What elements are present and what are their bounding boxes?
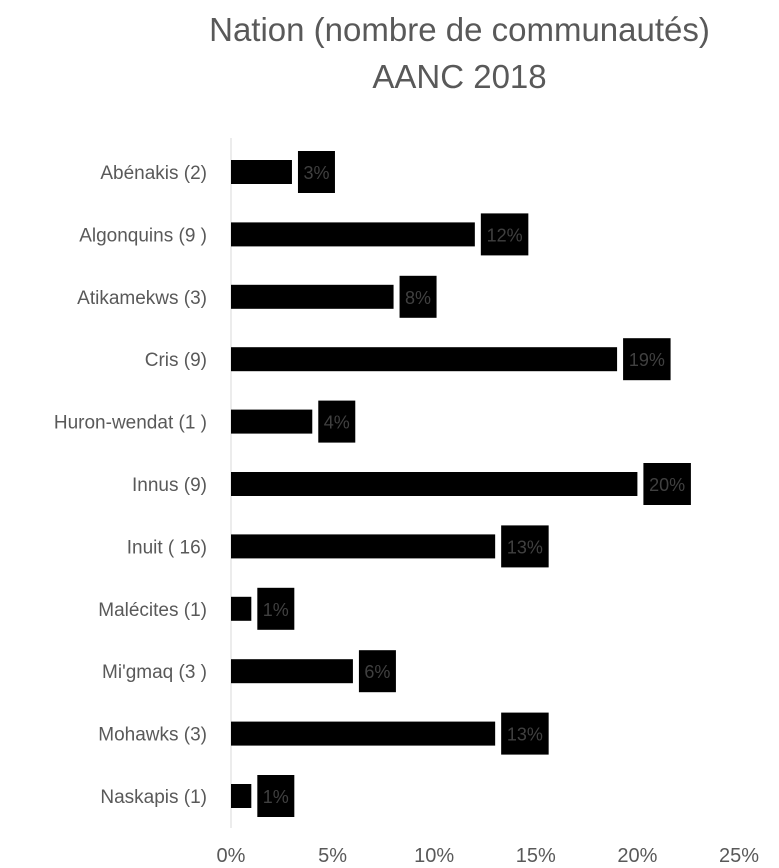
data-label: 1% (263, 787, 289, 807)
bar (231, 160, 292, 184)
bar (231, 222, 475, 247)
chart-title-line-1: Nation (nombre de communautés) (209, 11, 710, 48)
x-tick-label: 5% (318, 845, 347, 867)
data-label-box (501, 525, 549, 568)
data-label-box (297, 151, 335, 193)
bar (231, 721, 496, 746)
data-label-box (257, 775, 295, 817)
data-label-box (501, 712, 549, 755)
chart-title: Nation (nombre de communautés) AANC 2018 (0, 6, 779, 100)
data-label-box (399, 275, 437, 318)
bar (231, 659, 353, 684)
data-label: 8% (405, 288, 431, 308)
category-label: Innus (9) (132, 475, 207, 496)
data-label-box (318, 400, 356, 443)
data-label: 1% (263, 600, 289, 620)
x-tick-label: 10% (414, 845, 454, 867)
data-label: 4% (324, 413, 350, 433)
x-tick-label: 0% (217, 845, 246, 867)
x-tick-label: 20% (617, 845, 657, 867)
data-label-box (480, 213, 529, 256)
category-label: Inuit ( 16) (127, 537, 207, 558)
data-label: 12% (487, 225, 523, 245)
data-label: 19% (629, 350, 665, 370)
category-label: Cris (9) (145, 350, 207, 371)
data-label-box (643, 463, 691, 505)
data-label: 3% (303, 163, 329, 183)
category-label: Atikamekws (3) (77, 288, 207, 309)
category-label: Naskapis (1) (100, 787, 207, 808)
category-label: Abénakis (2) (100, 163, 207, 184)
category-label: Algonquins (9 ) (79, 225, 207, 246)
data-label: 13% (507, 725, 543, 745)
data-label-box (358, 650, 396, 693)
bar (231, 784, 252, 808)
data-label: 6% (364, 662, 390, 682)
data-label: 20% (649, 475, 685, 495)
bar (231, 534, 496, 559)
bar (231, 347, 618, 372)
data-label: 13% (507, 537, 543, 557)
data-label-box (623, 338, 671, 381)
category-label: Huron-wendat (1 ) (54, 413, 207, 434)
bar (231, 596, 252, 621)
x-tick-label: 15% (516, 845, 556, 867)
x-tick-label: 25% (719, 845, 759, 867)
chart-title-line-2: AANC 2018 (372, 58, 547, 95)
bar (231, 409, 313, 434)
bar (231, 284, 394, 309)
category-label: Mohawks (3) (98, 725, 207, 746)
data-label-box (257, 587, 295, 630)
category-label: Malécites (1) (98, 600, 207, 621)
category-label: Mi'gmaq (3 ) (102, 662, 207, 683)
bar (231, 472, 638, 496)
